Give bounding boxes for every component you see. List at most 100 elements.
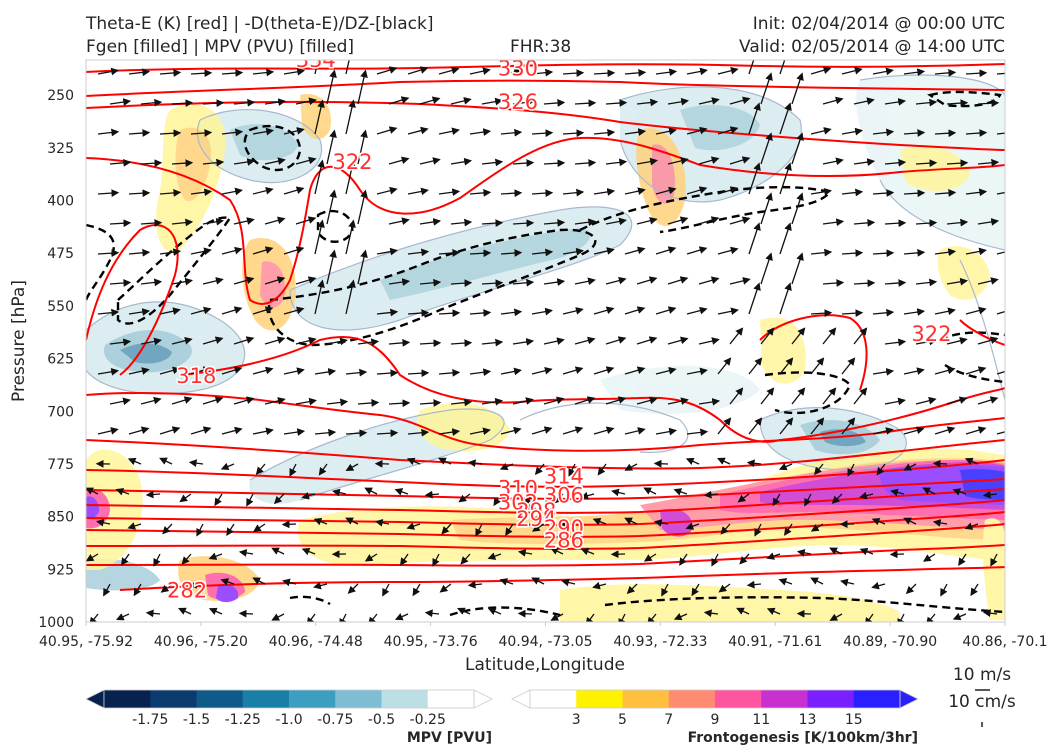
wind-vector-arrow xyxy=(289,463,297,477)
wind-vector-arrow xyxy=(282,578,297,587)
wind-vector-arrow xyxy=(736,607,750,615)
wind-vector-arrow xyxy=(345,279,356,315)
wind-vector-arrow xyxy=(667,336,689,345)
wind-vector-arrow xyxy=(345,463,359,471)
wind-vector-arrow xyxy=(525,493,533,507)
y-tick-label: 550 xyxy=(47,299,74,315)
wind-vector-arrow xyxy=(499,578,514,586)
title-left-line1: Theta-E (K) [red] | -D(theta-E)/DZ-[blac… xyxy=(86,14,434,34)
wind-vector-arrow xyxy=(226,523,235,536)
wind-vector-arrow xyxy=(574,396,596,405)
wind-vector-arrow xyxy=(202,158,225,167)
theta-e-label: 286 xyxy=(544,529,584,553)
wind-vector-arrow xyxy=(364,553,378,562)
wind-vector-arrow xyxy=(357,189,368,225)
wind-vector-arrow xyxy=(822,327,837,345)
wind-vector-arrow xyxy=(760,252,773,285)
wind-vectors xyxy=(86,60,1005,622)
wind-vector-arrow xyxy=(822,279,845,287)
wind-vector-arrow xyxy=(562,307,584,315)
wind-vector-arrow xyxy=(109,158,132,167)
wind-vector-arrow xyxy=(673,612,688,621)
wind-vector-arrow xyxy=(934,307,956,316)
wind-vector-arrow xyxy=(493,493,502,507)
wind-vector-arrow xyxy=(729,277,751,285)
wind-vector-arrow xyxy=(159,248,182,256)
wind-vector-arrow xyxy=(171,396,193,405)
wind-vector-arrow xyxy=(181,553,192,565)
wind-vector-arrow xyxy=(153,553,161,567)
vector-key-horizontal-label: 10 m/s xyxy=(953,665,1011,685)
wind-vector-arrow xyxy=(283,127,305,135)
wind-vector-arrow xyxy=(934,426,956,435)
wind-vector-arrow xyxy=(202,277,224,285)
x-tick-label: 40.95, -75.92 xyxy=(39,634,133,650)
wind-vector-arrow xyxy=(357,69,368,105)
wind-vector-arrow xyxy=(746,580,762,589)
y-axis: 250 325 400 475 550 625 700 775 850 925 1000 xyxy=(38,88,74,631)
wind-vector-arrow xyxy=(667,157,689,165)
wind-vector-arrow xyxy=(853,218,876,227)
wind-vector-arrow xyxy=(977,158,1000,167)
wind-vector-arrow xyxy=(202,217,225,226)
theta-e-label: 282 xyxy=(167,578,207,602)
wind-vector-arrow xyxy=(252,577,266,585)
wind-vector-arrow xyxy=(748,102,761,135)
y-tick-label: 400 xyxy=(47,194,74,210)
wind-vector-arrow xyxy=(406,522,421,530)
wind-vector-arrow xyxy=(653,519,669,527)
wind-vector-arrow xyxy=(326,129,337,165)
wind-vector-arrow xyxy=(643,553,657,562)
wind-vector-arrow xyxy=(872,128,895,137)
wind-vector-arrow xyxy=(127,457,142,466)
y-axis-label: Pressure [hPa] xyxy=(9,280,29,402)
wind-vector-arrow xyxy=(720,523,731,535)
wind-vector-arrow xyxy=(376,369,399,377)
wind-vector-arrow xyxy=(419,218,442,226)
wind-vector-arrow xyxy=(283,428,306,436)
wind-vector-arrow xyxy=(791,72,804,105)
wind-vector-arrow xyxy=(698,337,720,345)
wind-vector-arrow xyxy=(220,578,235,586)
wind-vector-arrow xyxy=(965,129,988,137)
wind-vector-arrow xyxy=(128,308,151,316)
wind-vector-arrow xyxy=(543,337,565,345)
wind-vector-arrow xyxy=(841,309,864,318)
wind-vector-arrow xyxy=(810,248,833,257)
mpv-colorbar-tick-label: -1.75 xyxy=(132,712,168,728)
wind-vector-arrow xyxy=(208,552,223,560)
wind-vector-arrow xyxy=(531,426,553,435)
wind-vector-arrow xyxy=(221,246,243,255)
wind-vector-arrow xyxy=(271,613,285,621)
wind-vector-arrow xyxy=(376,247,398,256)
wind-vector-arrow xyxy=(467,580,483,589)
fgen-colorbar-tick-label: 13 xyxy=(799,712,817,728)
wind-vector-arrow xyxy=(512,98,535,107)
x-axis-label: Latitude,Longitude xyxy=(465,655,625,675)
wind-vector-arrow xyxy=(872,427,894,435)
wind-vector-arrow xyxy=(252,68,275,77)
wind-vector-arrow xyxy=(500,128,523,137)
wind-vector-arrow xyxy=(512,278,535,287)
theta-e-label: 318 xyxy=(176,364,216,388)
wind-vector-arrow xyxy=(314,279,325,315)
wind-vector-arrow xyxy=(382,583,390,597)
wind-vector-arrow xyxy=(872,189,895,197)
wind-vector-arrow xyxy=(952,612,967,621)
fgen-colorbar-outline xyxy=(529,689,901,709)
wind-vector-arrow xyxy=(388,338,411,347)
wind-vector-arrow xyxy=(460,553,471,565)
wind-vector-arrow xyxy=(469,188,492,197)
wind-vector-arrow xyxy=(653,459,669,468)
wind-vector-arrow xyxy=(388,156,410,165)
wind-vector-arrow xyxy=(853,97,875,105)
wind-vector-arrow xyxy=(779,162,792,195)
wind-vector-arrow xyxy=(903,308,926,316)
wind-vector-arrow xyxy=(884,397,906,406)
wind-vector-arrow xyxy=(932,519,948,527)
wind-vector-arrow xyxy=(791,327,806,345)
wind-vector-arrow xyxy=(438,368,461,377)
wind-vector-arrow xyxy=(467,459,483,468)
wind-vector-arrow xyxy=(561,578,576,587)
wind-vector-arrow xyxy=(531,307,553,316)
